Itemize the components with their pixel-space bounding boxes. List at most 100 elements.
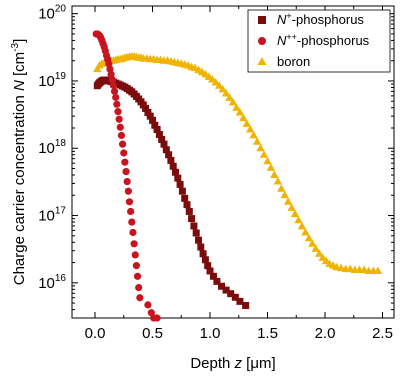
data-point-n-plus [167, 156, 175, 164]
legend-label-boron: boron [277, 54, 310, 69]
data-point-n-plus [142, 104, 150, 112]
data-point-boron [232, 103, 241, 111]
y-tick-label: 1019 [38, 71, 66, 90]
y-tick-label: 1016 [38, 273, 66, 292]
data-point-n-plus [158, 135, 166, 143]
data-point-boron [290, 209, 300, 218]
data-point-n-plus [172, 168, 179, 176]
data-point-boron [315, 249, 324, 257]
data-point-boron [211, 77, 220, 86]
data-point-n-plus [190, 222, 198, 230]
data-point-n-plus-plus [122, 167, 130, 176]
data-point-n-plus [174, 174, 182, 182]
data-point-n-plus-plus [144, 301, 152, 309]
data-point-n-plus [181, 194, 189, 202]
data-point-n-plus-plus [110, 87, 119, 95]
data-point-n-plus [151, 121, 159, 129]
data-point-n-plus-plus [117, 131, 126, 140]
data-point-n-plus-plus [113, 100, 121, 108]
data-point-boron [373, 266, 383, 274]
series-0 [93, 76, 250, 310]
data-point-boron [301, 227, 310, 236]
data-point-n-plus [236, 297, 244, 305]
data-point-n-plus-plus [119, 140, 127, 148]
data-point-n-plus-plus [125, 198, 134, 206]
data-point-n-plus [155, 131, 163, 139]
data-point-n-plus [188, 215, 196, 223]
plot-frame [71, 5, 395, 319]
data-point-n-plus-plus [124, 187, 132, 195]
data-point-n-plus [176, 180, 184, 188]
data-point-n-plus [185, 207, 193, 215]
data-point-n-plus-plus [128, 218, 136, 226]
data-point-n-plus [160, 140, 168, 148]
data-point-boron [218, 84, 227, 93]
data-point-n-plus [231, 293, 239, 301]
data-point-n-plus [169, 162, 177, 170]
data-point-boron [294, 215, 303, 224]
data-point-boron [242, 119, 251, 127]
data-point-n-plus [206, 267, 214, 275]
data-point-boron [304, 233, 314, 242]
data-point-n-plus-plus [135, 283, 143, 292]
data-point-n-plus-plus [112, 93, 120, 101]
legend-label-n-plus: N+-phosphorus [277, 11, 364, 27]
data-point-n-plus [218, 282, 225, 290]
data-point-n-plus [201, 256, 209, 264]
data-point-n-plus-plus [108, 75, 116, 84]
legend-label-n-plus-plus: N++-phosphorus [277, 32, 370, 48]
y-tick-label: 1020 [38, 4, 66, 23]
data-point-boron [308, 239, 317, 247]
data-point-n-plus [165, 151, 173, 159]
data-point-boron [263, 156, 272, 165]
legend: N+-phosphorus N++-phosphorus boron [247, 9, 391, 73]
legend-marker-n-plus-plus [258, 37, 266, 45]
legend-marker-boron [257, 57, 267, 65]
data-point-n-plus [195, 236, 202, 244]
data-point-boron [235, 107, 245, 116]
data-point-n-plus [197, 243, 205, 251]
data-point-boron [284, 197, 293, 205]
x-tick-label: 2.5 [372, 325, 393, 342]
data-point-boron [287, 203, 296, 211]
data-point-boron [318, 253, 327, 261]
legend-box [247, 9, 391, 73]
data-point-boron [228, 97, 238, 106]
data-point-boron [297, 221, 307, 230]
data-point-n-plus [199, 250, 207, 258]
data-point-boron [266, 163, 276, 171]
data-point-boron [280, 190, 289, 199]
y-tick-label: 1017 [38, 206, 66, 225]
y-axis-ticks: 1016 1017 1018 1019 1020 [38, 4, 394, 319]
series-1 [92, 30, 161, 322]
data-point-n-plus [139, 101, 147, 109]
data-point-n-plus-plus [120, 149, 128, 157]
data-point-boron [246, 124, 255, 133]
data-point-boron [277, 184, 286, 192]
legend-marker-n-plus [258, 16, 266, 24]
data-point-n-plus-plus [153, 314, 161, 322]
data-point-n-plus [213, 277, 221, 285]
x-tick-label: 1.5 [257, 325, 278, 342]
data-point-n-plus [192, 229, 200, 237]
data-point-n-plus [153, 125, 161, 133]
data-point-n-plus-plus [109, 81, 117, 89]
data-point-n-plus-plus [115, 115, 123, 123]
data-point-n-plus [162, 146, 170, 154]
data-point-n-plus [209, 272, 217, 280]
data-point-n-plus-plus [114, 108, 122, 116]
data-point-n-plus [222, 286, 230, 294]
data-point-boron [221, 89, 231, 97]
data-point-n-plus [183, 201, 191, 209]
data-point-n-plus-plus [130, 240, 138, 248]
x-axis-ticks: 0.0 0.5 1.0 1.5 2.0 2.5 [85, 6, 393, 342]
data-point-n-plus-plus [127, 207, 135, 216]
x-tick-label: 2.0 [315, 325, 336, 342]
data-point-n-plus [178, 187, 186, 195]
data-point-n-plus [227, 290, 235, 298]
data-point-n-plus [149, 116, 156, 124]
x-tick-label: 0.0 [85, 325, 106, 342]
data-point-n-plus-plus [133, 272, 142, 280]
data-point-n-plus-plus [116, 123, 124, 131]
data-point-boron [225, 93, 234, 101]
